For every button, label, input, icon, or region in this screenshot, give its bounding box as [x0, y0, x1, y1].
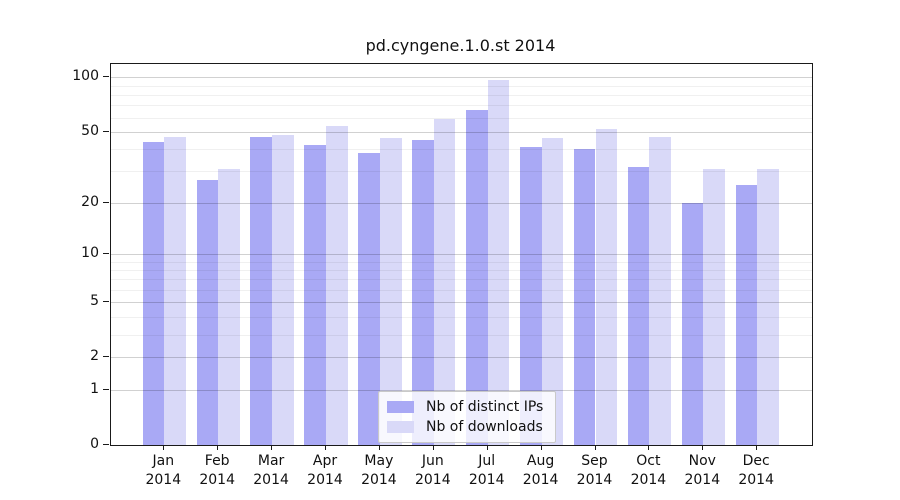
x-tick-label-feb: Feb 2014 — [199, 453, 235, 488]
x-tick-jun — [432, 445, 434, 450]
bar-downloads-dec — [757, 168, 779, 445]
x-tick-jan — [163, 445, 165, 450]
major-gridline-2 — [111, 357, 812, 359]
bar-downloads-sep — [595, 128, 618, 445]
bar-downloads-oct — [649, 136, 672, 445]
minor-gridline-4 — [111, 316, 812, 318]
y-tick-label-5: 5 — [90, 293, 99, 310]
bar-distinct-ips-may — [358, 153, 380, 445]
x-tick-label-apr: Apr 2014 — [307, 453, 343, 488]
chart-title: pd.cyngene.1.0.st 2014 — [365, 36, 556, 55]
major-gridline-5 — [111, 302, 812, 304]
legend-swatch-distinct-ips-icon — [387, 401, 414, 413]
bar-distinct-ips-apr — [304, 145, 326, 445]
legend-label-distinct-ips: Nb of distinct IPs — [426, 399, 544, 415]
minor-gridline-60 — [111, 117, 812, 119]
minor-gridline-70 — [111, 105, 812, 107]
legend-swatch-downloads-icon — [387, 421, 414, 433]
x-tick-label-nov: Nov 2014 — [684, 453, 721, 488]
y-tick-label-1: 1 — [90, 380, 99, 397]
y-tick-2 — [103, 356, 109, 358]
bar-downloads-jun — [433, 118, 456, 445]
x-tick-feb — [217, 445, 219, 450]
bar-downloads-may — [379, 138, 402, 445]
y-tick-0 — [103, 444, 109, 445]
bar-distinct-ips-mar — [250, 136, 273, 445]
minor-gridline-6 — [111, 290, 812, 291]
y-tick-label-50: 50 — [81, 122, 99, 139]
bar-downloads-jul — [487, 79, 510, 445]
bar-downloads-nov — [703, 168, 725, 445]
x-tick-may — [378, 445, 380, 450]
x-tick-nov — [702, 445, 704, 450]
x-tick-sep — [594, 445, 596, 450]
bar-distinct-ips-jan — [142, 141, 165, 445]
x-tick-mar — [271, 445, 273, 450]
y-tick-10 — [103, 253, 109, 254]
y-tick-100 — [103, 76, 109, 78]
y-tick-20 — [103, 201, 109, 203]
y-tick-1 — [103, 388, 109, 390]
x-tick-label-oct: Oct 2014 — [630, 453, 667, 488]
bar-distinct-ips-aug — [519, 147, 542, 445]
minor-gridline-30 — [111, 171, 812, 173]
x-tick-apr — [325, 445, 326, 450]
bar-distinct-ips-nov — [681, 202, 704, 445]
x-tick-label-jan: Jan 2014 — [145, 453, 182, 488]
bar-distinct-ips-feb — [196, 179, 219, 445]
y-tick-label-10: 10 — [81, 245, 99, 261]
x-tick-oct — [648, 445, 650, 450]
major-gridline-20 — [111, 202, 812, 204]
y-tick-label-20: 20 — [81, 193, 99, 210]
bar-downloads-jan — [164, 136, 186, 445]
x-tick-aug — [540, 445, 542, 450]
major-gridline-10 — [111, 254, 812, 255]
bar-distinct-ips-jun — [412, 140, 434, 445]
y-tick-5 — [103, 301, 109, 303]
bar-downloads-mar — [272, 135, 294, 445]
major-gridline-1 — [111, 389, 812, 391]
minor-gridline-90 — [111, 85, 812, 87]
x-tick-label-sep: Sep 2014 — [576, 453, 613, 488]
bar-distinct-ips-jul — [466, 110, 488, 445]
x-tick-label-jun: Jun 2014 — [414, 453, 451, 488]
minor-gridline-9 — [111, 261, 812, 263]
legend-row-distinct-ips: Nb of distinct IPs — [387, 397, 543, 417]
y-tick-label-100: 100 — [72, 68, 99, 85]
legend-label-downloads: Nb of downloads — [426, 419, 543, 435]
x-tick-jul — [486, 445, 488, 450]
bar-distinct-ips-oct — [627, 166, 650, 445]
bar-downloads-feb — [218, 168, 240, 445]
minor-gridline-7 — [111, 279, 812, 281]
bar-distinct-ips-sep — [573, 149, 596, 445]
major-gridline-100 — [111, 77, 812, 79]
y-tick-label-2: 2 — [90, 348, 99, 365]
minor-gridline-40 — [111, 149, 812, 151]
x-tick-label-mar: Mar 2014 — [253, 453, 289, 488]
bar-downloads-apr — [326, 125, 348, 445]
x-tick-label-dec: Dec 2014 — [738, 453, 774, 488]
minor-gridline-8 — [111, 269, 812, 271]
x-tick-dec — [756, 445, 758, 450]
x-tick-label-aug: Aug 2014 — [522, 453, 559, 488]
y-tick-50 — [103, 130, 109, 132]
minor-gridline-3 — [111, 334, 812, 336]
minor-gridline-80 — [111, 94, 812, 96]
legend-box: Nb of distinct IPs Nb of downloads — [378, 391, 557, 443]
major-gridline-50 — [111, 131, 812, 133]
x-tick-label-jul: Jul 2014 — [468, 453, 505, 488]
y-tick-label-0: 0 — [90, 436, 99, 452]
bar-distinct-ips-dec — [735, 185, 758, 445]
plot-area — [110, 63, 813, 446]
legend-row-downloads: Nb of downloads — [387, 417, 543, 437]
bar-downloads-aug — [541, 138, 564, 445]
x-tick-label-may: May 2014 — [361, 453, 397, 488]
